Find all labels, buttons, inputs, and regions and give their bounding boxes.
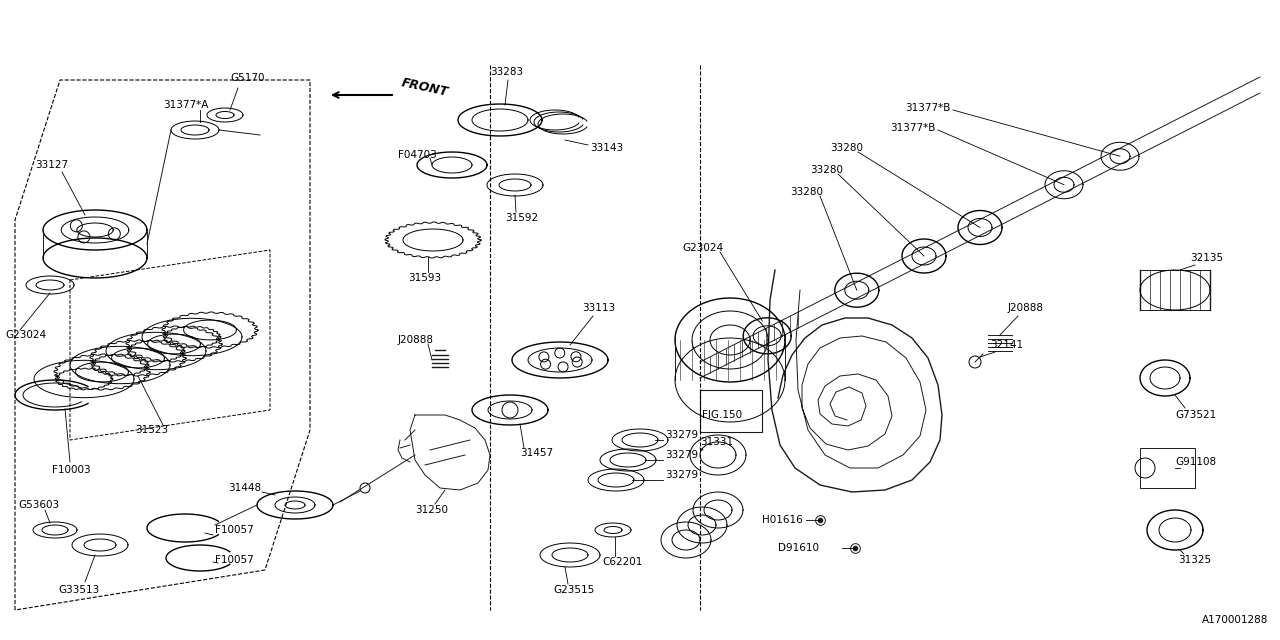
Text: 31448: 31448	[228, 483, 261, 493]
Text: J20888: J20888	[1009, 303, 1044, 313]
Text: G23515: G23515	[553, 585, 594, 595]
Text: F10057: F10057	[215, 555, 253, 565]
Text: G33513: G33513	[58, 585, 100, 595]
Text: J20888: J20888	[398, 335, 434, 345]
Text: C62201: C62201	[602, 557, 643, 567]
Text: 33280: 33280	[790, 187, 823, 197]
Text: 31331: 31331	[700, 437, 733, 447]
Text: 31523: 31523	[134, 425, 168, 435]
Text: 33113: 33113	[582, 303, 616, 313]
Text: F10057: F10057	[215, 525, 253, 535]
Text: G5170: G5170	[230, 73, 265, 83]
Text: G53603: G53603	[18, 500, 59, 510]
Text: 31592: 31592	[506, 213, 538, 223]
Text: G91108: G91108	[1175, 457, 1216, 467]
Text: 31593: 31593	[408, 273, 442, 283]
Text: 33283: 33283	[490, 67, 524, 77]
Text: 31377*B: 31377*B	[890, 123, 936, 133]
Bar	[700, 390, 762, 432]
Text: 32135: 32135	[1190, 253, 1224, 263]
Text: 33280: 33280	[810, 165, 844, 175]
Text: FIG.150: FIG.150	[701, 410, 742, 420]
Text: D91610: D91610	[778, 543, 819, 553]
Text: 33143: 33143	[590, 143, 623, 153]
Text: G73521: G73521	[1175, 410, 1216, 420]
Text: 33279: 33279	[666, 430, 698, 440]
Text: 33279: 33279	[666, 450, 698, 460]
Text: 33280: 33280	[829, 143, 863, 153]
Text: F10003: F10003	[52, 465, 91, 475]
Text: FRONT: FRONT	[401, 77, 449, 99]
Text: 32141: 32141	[989, 340, 1023, 350]
Text: 31250: 31250	[415, 505, 448, 515]
Text: 31377*B: 31377*B	[905, 103, 950, 113]
Text: 31325: 31325	[1178, 555, 1211, 565]
Text: H01616: H01616	[762, 515, 803, 525]
Text: 31377*A: 31377*A	[163, 100, 209, 110]
Text: 33279: 33279	[666, 470, 698, 480]
Text: A170001288: A170001288	[1202, 615, 1268, 625]
Bar	[1140, 448, 1196, 488]
Text: 31457: 31457	[520, 448, 553, 458]
Text: G23024: G23024	[5, 330, 46, 340]
Text: 33127: 33127	[35, 160, 68, 170]
Text: F04703: F04703	[398, 150, 436, 160]
Text: G23024: G23024	[682, 243, 723, 253]
